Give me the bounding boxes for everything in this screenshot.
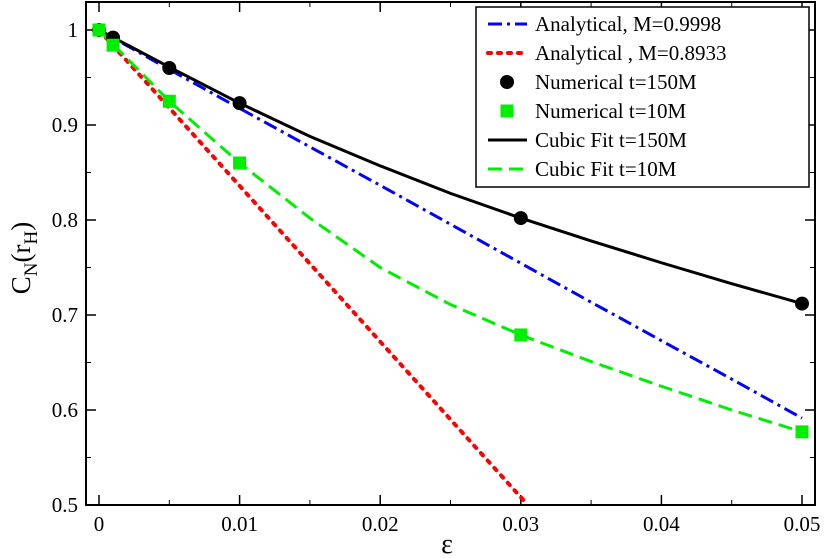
y-tick-label: 0.6 xyxy=(52,398,78,422)
legend-label: Cubic Fit t=10M xyxy=(535,157,677,181)
legend-label: Analytical , M=0.8933 xyxy=(535,41,726,65)
legend-label: Numerical t=150M xyxy=(535,70,697,94)
series-line xyxy=(98,28,803,306)
x-axis-title: ε xyxy=(441,529,453,558)
x-tick-label: 0.03 xyxy=(502,512,539,536)
marker-square xyxy=(92,23,106,37)
y-axis-title-sub2: H xyxy=(21,231,42,245)
y-tick-label: 0.8 xyxy=(52,208,78,232)
x-tick-label: 0.02 xyxy=(362,512,399,536)
svg-text:CN(rH): CN(rH) xyxy=(6,222,42,294)
tick-label-group: 0 0.01 0.02 0.03 0.04 0.05 0.5 0.6 0.7 0.8 0.9 1 xyxy=(52,18,821,536)
legend-label: Numerical t=10M xyxy=(535,99,687,123)
y-axis-title-open: (r xyxy=(6,244,36,262)
legend-box xyxy=(475,6,810,188)
marker-point xyxy=(795,296,809,311)
marker-point xyxy=(162,61,177,75)
y-axis-title-sub: N xyxy=(21,262,42,276)
legend-label: Cubic Fit t=150M xyxy=(535,128,687,152)
x-tick-label: 0 xyxy=(94,512,105,536)
legend-label: Analytical, M=0.9998 xyxy=(535,12,721,36)
marker-square xyxy=(162,94,176,108)
marker-point xyxy=(513,211,528,226)
y-axis-title-base: C xyxy=(6,276,36,294)
marker-square xyxy=(795,425,809,439)
series-markers xyxy=(92,23,809,439)
marker-square xyxy=(106,38,120,52)
x-tick-label: 0.01 xyxy=(221,512,258,536)
series-line xyxy=(97,28,803,434)
y-axis-title: CN(rH) xyxy=(6,222,42,294)
y-tick-label: 0.5 xyxy=(52,493,78,517)
legend-marker xyxy=(500,75,514,89)
x-tick-label: 0.05 xyxy=(784,512,821,536)
y-tick-label: 0.7 xyxy=(52,303,78,327)
y-tick-label: 0.9 xyxy=(52,113,78,137)
series-lines xyxy=(97,28,803,505)
y-tick-label: 1 xyxy=(68,18,79,42)
series-line xyxy=(98,28,803,420)
marker-point xyxy=(232,96,247,111)
x-tick-label: 0.04 xyxy=(643,512,680,536)
series-line xyxy=(97,28,530,505)
marker-square xyxy=(514,328,528,342)
legend: Analytical, M=0.9998 Analytical , M=0.893… xyxy=(486,12,726,181)
legend-marker xyxy=(500,104,514,118)
marker-square xyxy=(233,156,247,170)
y-axis-title-close: ) xyxy=(6,222,36,231)
